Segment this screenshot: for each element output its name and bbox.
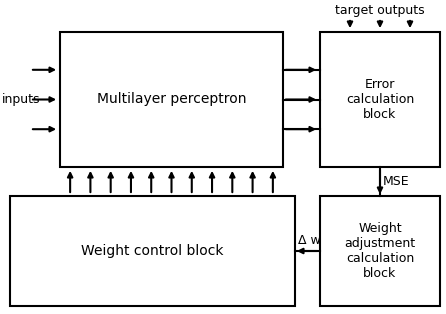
Text: Weight
adjustment
calculation
block: Weight adjustment calculation block bbox=[344, 222, 416, 280]
Text: Weight control block: Weight control block bbox=[81, 244, 224, 258]
Text: Multilayer perceptron: Multilayer perceptron bbox=[97, 93, 246, 106]
Text: inputs: inputs bbox=[2, 93, 41, 106]
Text: target outputs: target outputs bbox=[335, 4, 425, 17]
Text: Δ w: Δ w bbox=[298, 234, 321, 247]
Bar bbox=[10, 196, 295, 306]
Bar bbox=[320, 32, 440, 167]
Text: Error
calculation
block: Error calculation block bbox=[346, 78, 414, 121]
Bar bbox=[320, 196, 440, 306]
Bar bbox=[60, 32, 283, 167]
Text: MSE: MSE bbox=[383, 175, 409, 188]
